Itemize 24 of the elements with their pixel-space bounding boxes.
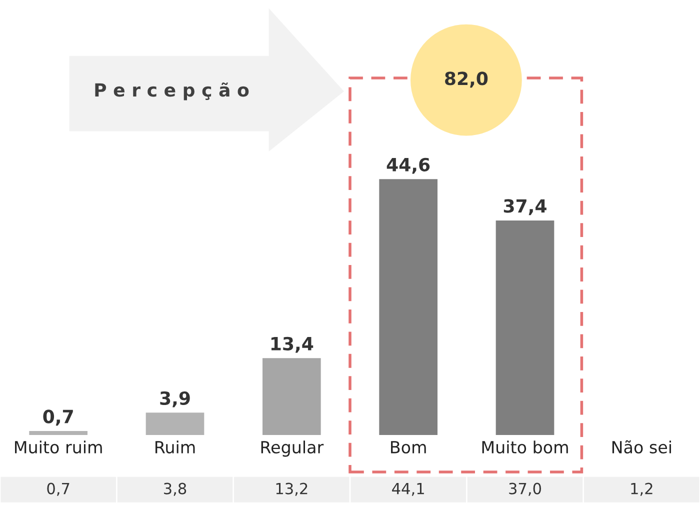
text: 0,7 (47, 482, 70, 496)
text: 44,1 (392, 482, 424, 496)
data-label: 0,7 (43, 410, 73, 426)
data-label: 37,4 (504, 199, 546, 216)
bar (379, 179, 438, 436)
text: 37,0 (509, 482, 541, 496)
data-label: 44,6 (386, 158, 430, 174)
x-tick-label: Regular (261, 440, 324, 457)
text: 82,0 (445, 72, 488, 88)
bar (29, 431, 88, 436)
bar (262, 358, 321, 436)
x-tick-label: Ruim (156, 440, 195, 454)
x-tick-label: Não sei (612, 440, 671, 454)
x-tick-label: Muito ruim (15, 440, 102, 454)
data-label: 13,4 (271, 336, 314, 353)
text: 3,8 (164, 482, 186, 496)
text: P e r c e p ç ã o (95, 82, 249, 100)
text: 1,2 (631, 482, 652, 496)
x-tick-label: Bom (391, 441, 426, 454)
x-tick-label: Muito bom (482, 440, 568, 454)
bar (146, 412, 204, 436)
bar (496, 220, 554, 436)
data-label: 3,9 (160, 391, 190, 408)
text: 13,2 (276, 482, 308, 496)
